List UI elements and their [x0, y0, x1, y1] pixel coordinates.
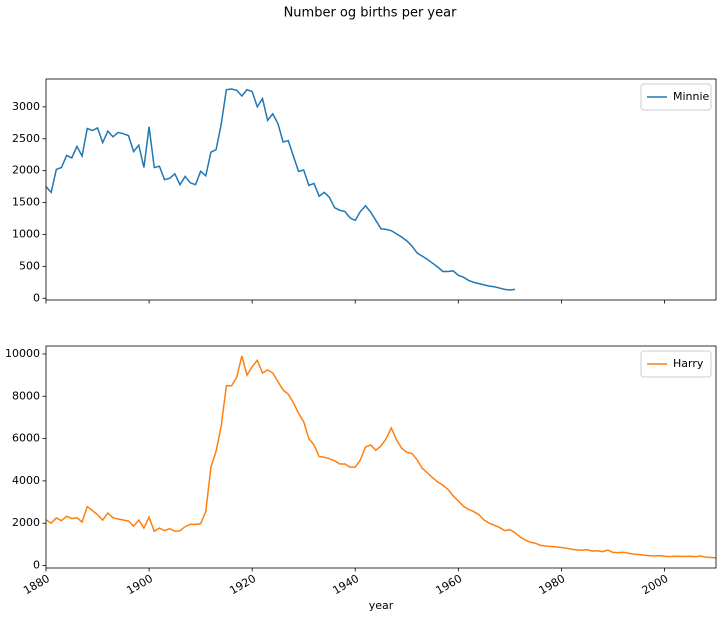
legend-box [640, 83, 712, 111]
x-tick-label: 1900 [124, 572, 155, 597]
legend-box [640, 350, 712, 378]
x-tick-label: 1880 [21, 572, 52, 597]
y-tick-label: 6000 [12, 432, 40, 445]
x-tick-label: 1940 [330, 572, 361, 597]
axes-frame [45, 78, 717, 301]
y-tick-label: 2000 [12, 164, 40, 177]
y-tick-label: 1500 [12, 196, 40, 209]
y-tick-label: 1000 [12, 227, 40, 240]
x-axis-label: year [369, 599, 394, 612]
legend-label: Minnie [673, 90, 710, 103]
y-tick-label: 0 [33, 559, 40, 572]
data-line [46, 355, 716, 559]
y-tick-label: 4000 [12, 474, 40, 487]
y-tick-label: 0 [33, 291, 40, 304]
x-tick-label: 1960 [434, 572, 465, 597]
y-tick-label: 2500 [12, 132, 40, 145]
y-tick-label: 8000 [12, 389, 40, 402]
y-tick-label: 3000 [12, 100, 40, 113]
legend-label: Harry [673, 357, 704, 370]
x-tick-label: 1980 [537, 572, 568, 597]
y-tick-label: 10000 [5, 347, 40, 360]
data-line [46, 88, 516, 291]
figure-title: Number og births per year [284, 6, 458, 21]
y-tick-label: 2000 [12, 516, 40, 529]
x-tick-label: 1920 [227, 572, 258, 597]
axes-frame [45, 345, 717, 569]
x-tick-label: 2000 [640, 572, 671, 597]
y-tick-label: 500 [19, 259, 40, 272]
